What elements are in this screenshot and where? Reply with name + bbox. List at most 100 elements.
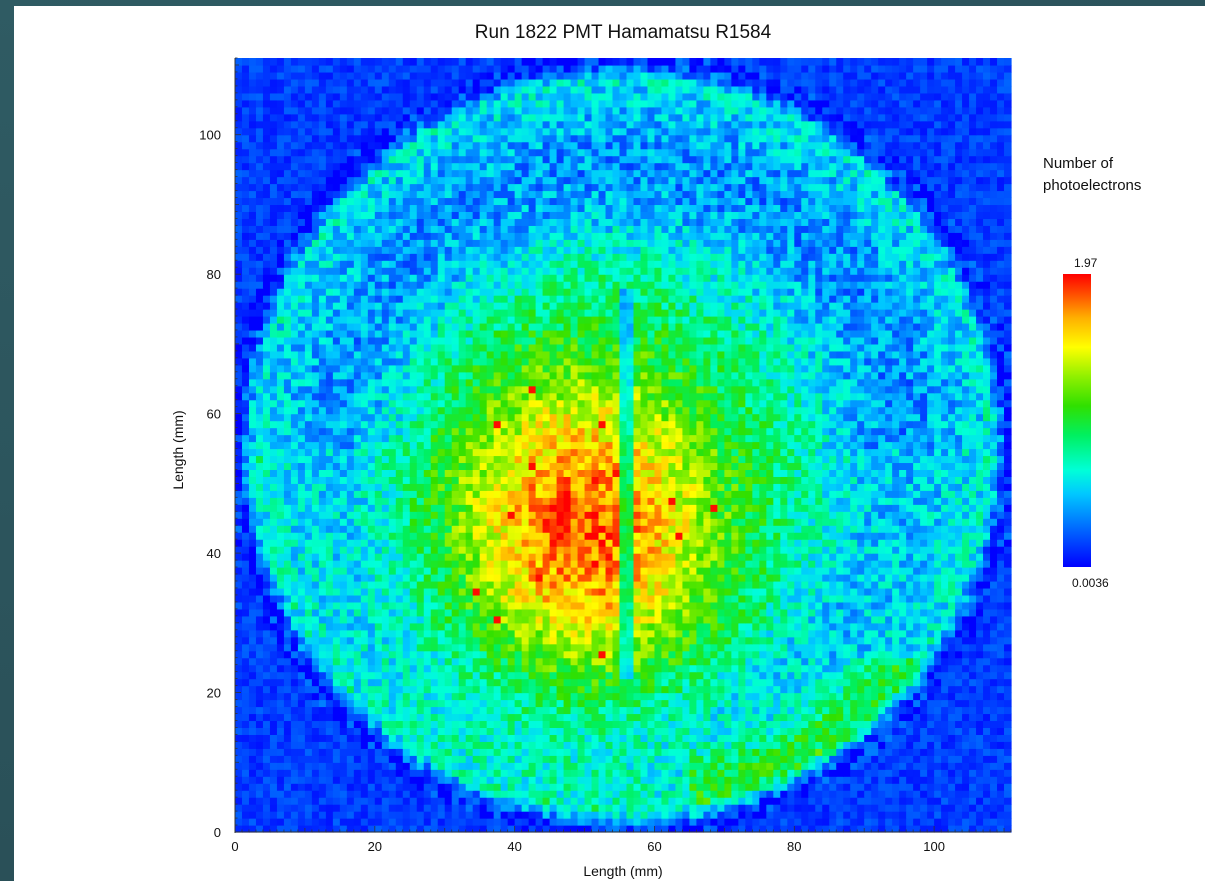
- heatmap-cell: [402, 518, 411, 526]
- heatmap-cell: [668, 594, 677, 603]
- heatmap-cell: [423, 762, 432, 770]
- heatmap-cell: [752, 783, 760, 791]
- heatmap-cell: [304, 622, 313, 631]
- heatmap-cell: [689, 825, 697, 833]
- heatmap-cell: [423, 692, 432, 701]
- heatmap-cell: [353, 692, 362, 701]
- heatmap-cell: [367, 518, 376, 526]
- heatmap-cell: [591, 692, 600, 701]
- heatmap-cell: [815, 769, 823, 777]
- heatmap-cell: [752, 692, 760, 701]
- heatmap-cell: [248, 546, 257, 554]
- heatmap-cell: [801, 594, 809, 603]
- heatmap-cell: [381, 553, 390, 561]
- heatmap-cell: [899, 671, 907, 680]
- heatmap-cell: [619, 629, 628, 638]
- heatmap-cell: [500, 692, 509, 701]
- heatmap-cell: [885, 818, 893, 826]
- heatmap-cell: [843, 825, 851, 833]
- heatmap-cell: [878, 720, 886, 728]
- heatmap-cell: [451, 706, 460, 715]
- heatmap-cell: [829, 692, 837, 701]
- heatmap-cell: [577, 567, 586, 575]
- heatmap-cell: [388, 580, 397, 589]
- heatmap-cell: [605, 790, 614, 798]
- heatmap-cell: [283, 664, 292, 673]
- heatmap-cell: [675, 811, 684, 819]
- heatmap-cell: [381, 713, 390, 722]
- heatmap-cell: [367, 685, 376, 694]
- heatmap-cell: [1004, 811, 1012, 819]
- heatmap-cell: [1004, 804, 1012, 812]
- heatmap-cell: [297, 748, 306, 756]
- heatmap-cell: [759, 664, 767, 673]
- heatmap-cell: [899, 532, 907, 540]
- heatmap-cell: [577, 790, 586, 798]
- heatmap-cell: [430, 720, 439, 728]
- heatmap-cell: [829, 755, 837, 763]
- heatmap-cell: [374, 560, 383, 568]
- heatmap-cell: [500, 518, 509, 526]
- heatmap-cell: [668, 546, 677, 554]
- heatmap-cell: [304, 755, 313, 763]
- heatmap-cell: [773, 539, 781, 547]
- heatmap-cell: [815, 525, 823, 533]
- heatmap-cell: [605, 518, 614, 526]
- heatmap-cell: [948, 720, 956, 728]
- heatmap-cell: [906, 608, 914, 617]
- heatmap-cell: [318, 783, 327, 791]
- heatmap-cell: [276, 636, 285, 645]
- heatmap-cell: [235, 594, 243, 603]
- heatmap-cell: [290, 741, 299, 749]
- heatmap-cell: [332, 657, 341, 666]
- heatmap-cell: [570, 650, 579, 659]
- heatmap-cell: [591, 818, 600, 826]
- heatmap-cell: [717, 539, 725, 547]
- heatmap-cell: [619, 643, 628, 652]
- heatmap-cell: [675, 685, 684, 694]
- heatmap-cell: [836, 525, 844, 533]
- heatmap-cell: [920, 525, 928, 533]
- heatmap-cell: [920, 804, 928, 812]
- heatmap-cell: [451, 601, 460, 610]
- heatmap-cell: [353, 811, 362, 819]
- heatmap-cell: [521, 608, 530, 617]
- heatmap-cell: [633, 762, 642, 770]
- heatmap-cell: [318, 748, 327, 756]
- heatmap-cell: [647, 671, 656, 680]
- heatmap-cell: [346, 518, 355, 526]
- heatmap-cell: [353, 580, 362, 589]
- heatmap-cell: [647, 790, 656, 798]
- heatmap-cell: [794, 636, 802, 645]
- heatmap-cell: [787, 643, 795, 652]
- heatmap-cell: [577, 706, 586, 715]
- heatmap-cell: [521, 567, 530, 575]
- heatmap-cell: [794, 587, 802, 596]
- heatmap-cell: [395, 657, 404, 666]
- heatmap-cell: [633, 706, 642, 715]
- heatmap-cell: [374, 678, 383, 687]
- heatmap-cell: [451, 643, 460, 652]
- heatmap-cell: [409, 720, 418, 728]
- heatmap-cell: [675, 594, 684, 603]
- heatmap-cell: [514, 636, 523, 645]
- heatmap-cell: [318, 699, 327, 708]
- heatmap-cell: [577, 601, 586, 610]
- heatmap-cell: [752, 713, 760, 722]
- heatmap-cell: [598, 769, 607, 777]
- heatmap-cell: [605, 706, 614, 715]
- heatmap-cell: [941, 727, 949, 735]
- heatmap-cell: [255, 601, 264, 610]
- heatmap-cell: [640, 804, 649, 812]
- heatmap-cell: [430, 657, 439, 666]
- heatmap-cell: [633, 539, 642, 547]
- heatmap-cell: [486, 539, 495, 547]
- heatmap-cell: [983, 657, 991, 666]
- heatmap-cell: [577, 811, 586, 819]
- heatmap-cell: [843, 622, 851, 631]
- heatmap-cell: [696, 804, 704, 812]
- heatmap-cell: [311, 818, 320, 826]
- heatmap-cell: [787, 804, 795, 812]
- heatmap-cell: [815, 601, 823, 610]
- heatmap-cell: [899, 622, 907, 631]
